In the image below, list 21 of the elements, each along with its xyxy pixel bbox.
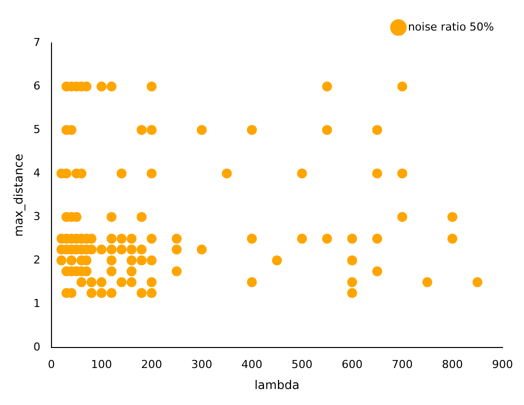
x-tick-label: 600 (342, 358, 363, 371)
x-tick-label: 700 (392, 358, 413, 371)
y-tick-label: 5 (33, 122, 40, 136)
y-tick-label: 6 (33, 79, 40, 92)
x-tick-label: 800 (442, 358, 463, 371)
y-tick-label: 0 (33, 340, 40, 354)
legend-label: noise ratio 50% (408, 20, 494, 34)
x-tick-label: 900 (492, 358, 513, 371)
x-axis-title: lambda (254, 378, 300, 392)
y-tick-label: 7 (33, 36, 40, 49)
y-tick-label: 1 (33, 296, 40, 310)
x-tick-label: 100 (91, 358, 112, 371)
x-tick-label: 400 (241, 358, 262, 371)
x-tick-label: 300 (191, 358, 212, 371)
x-tick-label: 200 (141, 358, 162, 371)
x-tick-label: 0 (48, 358, 55, 371)
y-tick-label: 3 (33, 210, 40, 223)
y-tick-label: 4 (33, 166, 40, 180)
y-tick-label: 2 (33, 253, 40, 266)
x-tick-label: 500 (292, 358, 313, 371)
y-axis-title: max_distance (11, 154, 26, 237)
